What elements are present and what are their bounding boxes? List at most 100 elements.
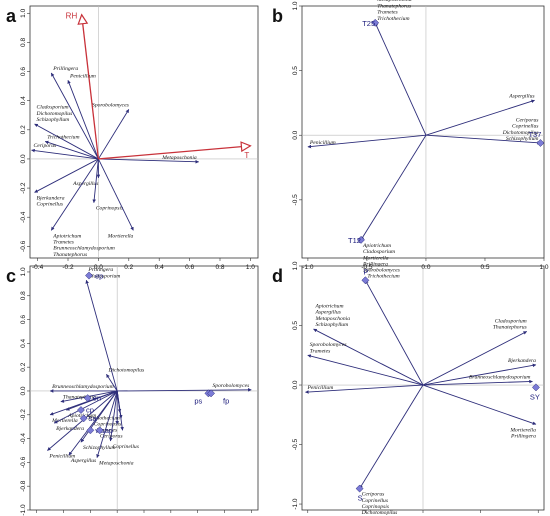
species-arrow [116, 390, 124, 431]
sample-point [86, 426, 95, 435]
species-arrow [364, 279, 424, 386]
sample-label: P [363, 267, 368, 276]
sample-label: ap [105, 426, 113, 435]
sample-label: T25 [362, 19, 375, 28]
sample-point [357, 235, 365, 244]
sample-point [79, 414, 88, 423]
species-arrow [360, 134, 427, 241]
panel-letter: c [6, 266, 16, 286]
species-label: Trichothecium [367, 273, 399, 279]
sample-label: T37 [528, 130, 541, 139]
sample-point [95, 426, 104, 435]
species-label: Coprinellus [112, 444, 138, 450]
species-label: Sporobolomyces [92, 102, 129, 108]
species-arrow [313, 328, 424, 386]
species-arrow [109, 390, 118, 442]
species-label: Ceriporus Coprinellus Coprinopsis Dichotomo… [361, 492, 398, 516]
x-tick-label: -1.0 [302, 264, 314, 271]
x-tick-label: 0.0 [421, 264, 430, 271]
species-label: Bjerkandera [508, 358, 536, 364]
species-label: Bjerkandera [56, 426, 84, 432]
x-tick-label: 0.6 [185, 264, 194, 271]
species-label: Apiotrichum Aspergillus Metaposchonia Schiz… [315, 303, 351, 328]
species-arrow [97, 158, 134, 231]
sample-point [77, 406, 85, 414]
y-tick-label: 0.6 [20, 67, 27, 76]
species-arrow [425, 134, 541, 145]
x-tick-label: 1.0 [246, 264, 255, 271]
species-label: Penicillium [69, 73, 96, 79]
sample-point [371, 18, 380, 27]
species-label: Thanatephorus [63, 395, 97, 401]
species-label: Trichothecium [88, 415, 120, 421]
species-arrow [44, 140, 99, 160]
y-tick-label: -0.6 [20, 240, 27, 252]
y-tick-label: -0.4 [20, 211, 27, 223]
y-tick-label: 0.0 [292, 380, 299, 389]
y-tick-label: 0.8 [20, 291, 27, 300]
species-arrow [305, 384, 424, 394]
species-label: Cladosporium Dichotomopilus Schizophyllum [36, 105, 73, 123]
species-label: Prillingera Cladosporium [87, 267, 120, 279]
species-label: Apiotrichum [67, 413, 96, 419]
species-label: Trichothecium [47, 134, 79, 140]
sample-point [536, 139, 545, 147]
species-label: Aspergillus [70, 458, 96, 464]
env-arrowhead [77, 13, 89, 25]
species-label: Metaposchonia [98, 461, 134, 467]
x-tick-label: -0.4 [32, 264, 44, 271]
species-label: Trametes [97, 427, 118, 433]
y-tick-label: 0.8 [20, 38, 27, 47]
species-arrow [92, 158, 99, 204]
sample-label: ps [194, 396, 202, 405]
y-tick-label: 0.0 [292, 130, 299, 139]
species-label: Penicillium [309, 140, 336, 146]
species-label: Schizophyllum [83, 445, 116, 451]
plot-frame [29, 5, 259, 259]
y-tick-label: 0.2 [20, 125, 27, 134]
panel-b: -1.0 -0.5 0.0 0.5 1.0 -0.5 0.0 0.5 1.0 Bjerkander… [292, 0, 549, 274]
species-arrow [98, 158, 200, 164]
species-label: BjerkanderaBrunneoschlamydosporiumCoprin… [376, 0, 439, 22]
species-label: Mortierella [51, 418, 78, 424]
env-arrowhead [240, 141, 252, 153]
panel-letter: d [272, 266, 283, 286]
y-tick-label: 1.0 [292, 1, 299, 10]
species-arrow [53, 390, 118, 424]
panel-d: -1.0-0.50.00.51.0-1.0-0.50.00.51.0Tricho… [292, 261, 545, 516]
species-arrow [50, 72, 99, 160]
y-tick-label: 0.0 [20, 386, 27, 395]
panel-letter: b [272, 6, 283, 26]
species-label: Coprinopsis [96, 206, 123, 212]
sample-label: sa [89, 414, 98, 423]
sample-point [531, 383, 540, 392]
panel-a: -0.4 -0.2 0.0 0.2 0.4 0.6 0.8 1.0 -0.6 -0.4 -0.2 0.… [20, 5, 259, 271]
species-label: Apiotrichum Trametes Brunneoschlamydospori… [52, 233, 115, 258]
species-arrow [96, 390, 118, 458]
x-tick-label: 0.2 [124, 264, 133, 271]
y-tick-label: 0.4 [20, 338, 27, 347]
env-arrow [81, 14, 100, 160]
env-label: RH [66, 12, 78, 21]
species-arrow [425, 99, 535, 136]
species-label: Bjerkandera Coprinellus [37, 195, 65, 207]
x-tick-label: -0.5 [361, 264, 373, 271]
sample-point [85, 271, 93, 280]
species-arrow [67, 79, 99, 160]
y-tick-label: 0.4 [20, 96, 27, 105]
species-label: Penicillium [306, 385, 333, 391]
species-label: Penicillium [48, 453, 75, 459]
env-label: T [244, 151, 249, 160]
y-tick-label: 1.0 [292, 261, 299, 270]
x-tick-label: 0.4 [155, 264, 164, 271]
y-tick-label: -1.0 [292, 498, 299, 510]
species-arrow [422, 363, 537, 386]
species-arrow [68, 390, 118, 456]
sample-point [361, 276, 370, 285]
env-arrow [98, 145, 251, 160]
species-label: Apiotrichum Cladosporium Mortierella Prilli… [362, 243, 400, 274]
y-tick-label: 0.0 [20, 154, 27, 163]
species-label: Sporobolomyces Trametes [310, 342, 347, 354]
species-arrow [422, 384, 537, 425]
